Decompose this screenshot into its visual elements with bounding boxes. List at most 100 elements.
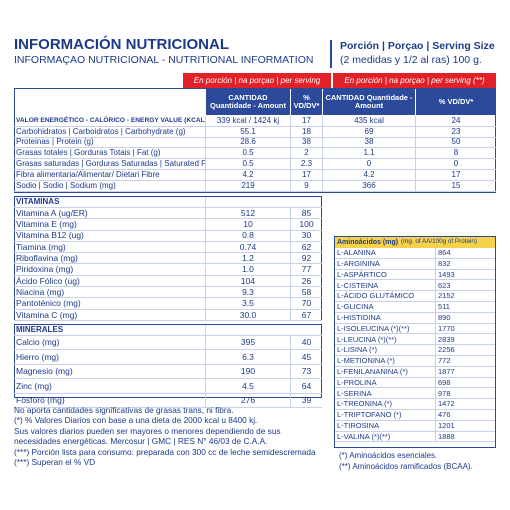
amino-name: L-LISINA (*) — [335, 345, 435, 356]
amino-name: L-METIONINA (*) — [335, 356, 435, 367]
nutrient-value: 100 — [290, 219, 322, 231]
nutrient-value: 62 — [290, 241, 322, 254]
nutrient-value: 50 — [415, 137, 496, 149]
nutrient-value: 17 — [290, 170, 322, 181]
nutrient-value: 15 — [415, 180, 496, 192]
amino-name: L-GLICINA — [335, 302, 435, 313]
nutrient-label: Calcio (mg) — [14, 336, 205, 351]
column-header: % VD/DV* — [415, 89, 496, 115]
amino-name: L-LEUCINA (*)(**) — [335, 334, 435, 346]
column-header: CANTIDAD Quantidade - Amount — [322, 89, 415, 115]
nutrient-value: 55.1 — [205, 126, 290, 138]
nutrient-value: 1.1 — [322, 148, 415, 160]
nutrient-value: 85 — [290, 208, 322, 220]
amino-name: L-PROLINA — [335, 378, 435, 389]
nutrient-value: 366 — [322, 180, 415, 192]
nutrient-value: 0.5 — [205, 159, 290, 170]
nutrient-label: Grasas saturadas | Gorduras Saturadas | … — [14, 159, 205, 170]
nutrient-label: Vitamina B12 (ug) — [14, 231, 205, 242]
nutrient-value: 17 — [415, 170, 496, 181]
amino-footnote: (*) Aminoácidos esenciales. — [339, 451, 438, 461]
nutrient-value: 1.2 — [205, 253, 290, 265]
amino-name: L-CISTEINA — [335, 280, 435, 292]
amino-value: 864 — [435, 248, 495, 259]
nutrient-value: 9.3 — [205, 287, 290, 299]
nutrient-value: 40 — [290, 336, 322, 351]
subtitle: INFORMAÇAO NUTRICIONAL - NUTRITIONAL INF… — [14, 54, 314, 66]
amino-value: 511 — [435, 302, 495, 313]
amino-value: 623 — [435, 280, 495, 292]
nutrient-value: 0 — [415, 159, 496, 170]
nutrient-value: 395 — [205, 336, 290, 351]
nutrient-value: 30.0 — [205, 309, 290, 321]
amino-value: 978 — [435, 388, 495, 400]
amino-value: 476 — [435, 410, 495, 421]
nutrient-value: 24 — [415, 116, 496, 127]
nutrient-value: 17 — [290, 116, 322, 127]
note: (***) Porción lista para consumo: prepar… — [14, 446, 316, 457]
nutrient-label: Niacina (mg) — [14, 287, 205, 299]
amino-value: 1493 — [435, 269, 495, 281]
nutrient-value: 2 — [290, 148, 322, 160]
nutrient-label: Piridoxina (mg) — [14, 265, 205, 276]
nutrient-value: 28.6 — [205, 137, 290, 149]
nutrient-value: 0.5 — [205, 148, 290, 160]
nutrient-value: 339 kcal / 1424 kj — [205, 116, 290, 127]
amino-table — [334, 236, 496, 448]
nutrient-value: 30 — [290, 230, 322, 242]
nutrient-value: 73 — [290, 364, 322, 380]
nutrient-value: 67 — [290, 309, 322, 321]
amino-name: L-ASPÁRTICO — [335, 270, 435, 281]
nutrient-value: 435 kcal — [322, 116, 415, 127]
amino-name: L-ÁCIDO GLUTÁMICO — [335, 291, 435, 302]
nutrient-value: 0.8 — [205, 230, 290, 242]
nutrient-label: Vitamina A (ug/ER) — [14, 208, 205, 220]
nutrient-value: 8 — [415, 148, 496, 160]
nutrient-value: 512 — [205, 208, 290, 220]
amino-header: Aminoácidos (mg) — [335, 237, 399, 248]
note: Sus valores diarios pueden ser mayores o… — [14, 425, 281, 447]
amino-header: (mg. of AA/100g of Protein) — [399, 237, 495, 248]
nutrient-label: Fibra alimentaria/Alimentar/ Dietari Fib… — [14, 170, 205, 181]
nutrient-label: Grasas totales | Gorduras Totais | Fat (… — [14, 148, 205, 160]
note: No aporta cantidades significativas de g… — [14, 405, 234, 415]
amino-value: 890 — [435, 312, 495, 324]
nutrient-value: 190 — [205, 364, 290, 380]
nutrient-value: 26 — [290, 275, 322, 288]
amino-value: 698 — [435, 377, 495, 389]
nutrient-value: 69 — [322, 126, 415, 138]
nutrient-label: Hierro (mg) — [14, 350, 205, 365]
nutrient-value: 9 — [290, 180, 322, 192]
amino-value: 772 — [435, 356, 495, 367]
nutrient-value: 3.5 — [205, 298, 290, 310]
nutrient-label: Tiamina (mg) — [14, 242, 205, 254]
amino-value: 1201 — [435, 420, 495, 432]
section-title: VITAMINAS — [14, 197, 205, 208]
amino-value: 2152 — [435, 291, 495, 302]
note: (***) Superan el % VD — [14, 457, 96, 468]
nutrient-value: 4.2 — [322, 170, 415, 181]
nutrient-label: Pantoténico (mg) — [14, 298, 205, 310]
nutrient-value: 23 — [415, 126, 496, 138]
amino-name: L-FENILANANINA (*) — [335, 367, 435, 378]
nutrient-label: Zinc (mg) — [14, 379, 205, 394]
amino-value: 2256 — [435, 345, 495, 356]
title: INFORMACIÓN NUTRICIONAL — [14, 36, 229, 53]
serving-title: Porción | Porçao | Serving Size — [340, 40, 495, 52]
nutrient-value: 38 — [322, 137, 415, 149]
nutrient-value: 276 — [205, 393, 290, 408]
nutrient-value: 6.3 — [205, 350, 290, 365]
nutrient-value: 4.5 — [205, 379, 290, 394]
amino-value: 1877 — [435, 366, 495, 378]
nutrient-value: 92 — [290, 253, 322, 265]
amino-name: L-ALANINA — [335, 248, 435, 259]
nutrient-label: Ácido Fólico (ug) — [14, 276, 205, 288]
nutrient-value: 38 — [290, 137, 322, 149]
amino-value: 1888 — [435, 431, 495, 443]
amino-value: 1770 — [435, 323, 495, 335]
nutrient-value: 77 — [290, 264, 322, 276]
nutrient-label: Riboflavina (mg) — [14, 253, 205, 265]
nutrient-value: 104 — [205, 275, 290, 288]
nutrient-value: 18 — [290, 126, 322, 138]
